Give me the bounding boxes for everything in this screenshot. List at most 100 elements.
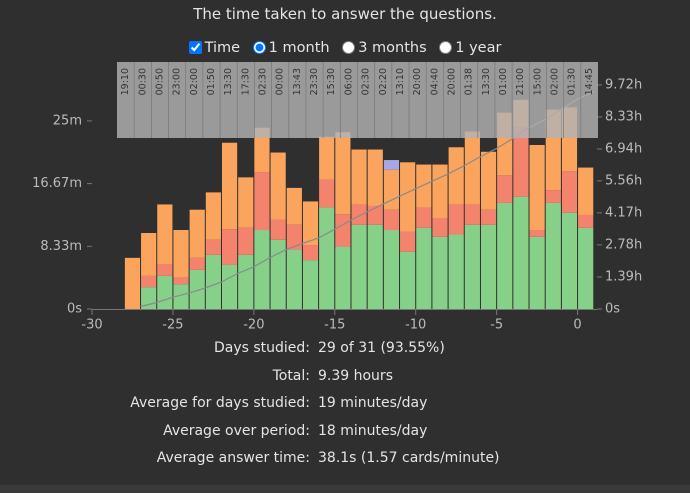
range-option[interactable]: 1 year: [439, 40, 501, 56]
bar-segment: [383, 160, 400, 170]
tooltip-label: 23:00: [172, 68, 183, 95]
tooltip-label: 13:30: [223, 68, 234, 95]
bar-segment: [335, 132, 351, 215]
bar-segment: [286, 249, 302, 309]
label: 1 month: [268, 40, 330, 56]
tooltip-label: 01:50: [206, 68, 217, 95]
tooltip-label: 00:00: [275, 68, 286, 95]
bar-segment: [367, 205, 383, 225]
bar-segment: [448, 234, 464, 309]
bar-segment: [416, 207, 432, 228]
bar-segment: [464, 131, 480, 205]
bar-segment: [302, 201, 319, 246]
x-tick-label: -15: [324, 318, 345, 333]
bar-segment: [416, 164, 432, 208]
tooltip-label: 02:20: [378, 68, 389, 95]
bar-segment: [529, 230, 545, 237]
label: 1 year: [455, 40, 502, 56]
tooltip-label: 15:30: [326, 68, 337, 95]
tooltip-label: 23:30: [309, 68, 320, 95]
bar-segment: [383, 169, 400, 210]
bar-segment: [221, 142, 238, 230]
bar-segment: [448, 147, 464, 205]
bar-segment: [173, 277, 189, 285]
bar-segment: [416, 227, 432, 309]
tooltip-label: 20:00: [446, 68, 457, 95]
stat-value: 38.1s (1.57 cards/minute): [318, 450, 500, 466]
bar-segment: [221, 264, 238, 309]
tooltip-label: 21:00: [515, 68, 526, 95]
tooltip-label: 02:00: [550, 68, 561, 95]
stat-label: Average answer time:: [156, 450, 310, 466]
bar-segment: [400, 231, 416, 252]
bar-segment: [157, 264, 173, 276]
bar-segment: [432, 236, 448, 309]
bar-segment: [432, 217, 448, 237]
bar-segment: [254, 172, 270, 231]
bar-segment: [351, 149, 367, 205]
radio[interactable]: [342, 41, 356, 54]
bar-segment: [561, 171, 578, 213]
bar-segment: [189, 269, 205, 309]
time-toggle[interactable]: Time: [188, 40, 241, 56]
tooltip-label: 19:10: [120, 68, 131, 95]
stats-table: Days studied: 29 of 31 (93.55%) Total: 9.39…: [0, 340, 690, 478]
y2-tick-label: 5.56h: [605, 173, 642, 188]
stat-value: 18 minutes/day: [318, 422, 428, 439]
footer-strip: [0, 485, 690, 493]
tooltip-label: 01:30: [567, 68, 578, 95]
x-tick-label: 0: [573, 318, 581, 333]
stat-label: Total:: [272, 367, 310, 384]
x-tick-label: -25: [162, 318, 183, 333]
bar-segment: [578, 167, 594, 215]
bar-segment: [578, 227, 594, 309]
bar-segment: [367, 149, 383, 206]
bar-segment: [254, 127, 270, 173]
range-option[interactable]: 1 month: [252, 40, 330, 56]
y-tick-label: 8.33m: [40, 239, 82, 254]
tooltip-label: 06:00: [343, 68, 354, 95]
stat-label: Average over period:: [163, 422, 310, 439]
bar-segment: [400, 251, 416, 309]
stat-row: Average answer time: 38.1s (1.57 cards/mi…: [0, 450, 690, 478]
stat-label: Average for days studied:: [130, 395, 310, 411]
bar-segment: [189, 257, 205, 270]
label: Time: [204, 40, 241, 56]
radio[interactable]: [439, 41, 453, 54]
checkbox[interactable]: [188, 41, 202, 54]
bar-segment: [367, 224, 383, 309]
stat-row: Days studied: 29 of 31 (93.55%): [0, 340, 690, 368]
y2-tick-label: 2.78h: [605, 237, 642, 252]
bar-segment: [302, 260, 319, 309]
tooltip-label: 02:30: [361, 68, 372, 95]
x-tick-label: -30: [81, 318, 102, 333]
bar-segment: [124, 257, 141, 309]
bar-segment: [464, 204, 480, 225]
range-option[interactable]: 3 months: [342, 40, 427, 56]
stat-row: Total: 9.39 hours: [0, 368, 690, 396]
bar-segment: [480, 224, 497, 309]
bar-segment: [351, 224, 367, 309]
y2-tick-label: 9.72h: [605, 77, 642, 92]
bar-segment: [319, 207, 335, 309]
stat-value: 29 of 31 (93.55%): [318, 340, 445, 356]
bar-segment: [448, 204, 464, 235]
bar-segment: [270, 239, 286, 309]
bar-segment: [545, 190, 561, 203]
radio[interactable]: [252, 41, 266, 54]
bar-segment: [286, 187, 302, 225]
tooltip-label: 13:30: [481, 68, 492, 95]
tooltip-label: 15:00: [532, 68, 543, 95]
bar-segment: [141, 275, 157, 288]
controls: Time 1 month 3 months 1 year: [0, 40, 690, 56]
stat-value: 9.39 hours: [318, 367, 393, 384]
bar-segment: [173, 284, 189, 309]
bar-segment: [578, 214, 594, 228]
bar-segment: [561, 212, 578, 309]
bar-segment: [286, 224, 302, 250]
bar-segment: [238, 177, 254, 228]
bar-segment: [335, 214, 351, 247]
bar-segment: [529, 145, 545, 231]
stat-row: Average over period: 18 minutes/day: [0, 423, 690, 451]
